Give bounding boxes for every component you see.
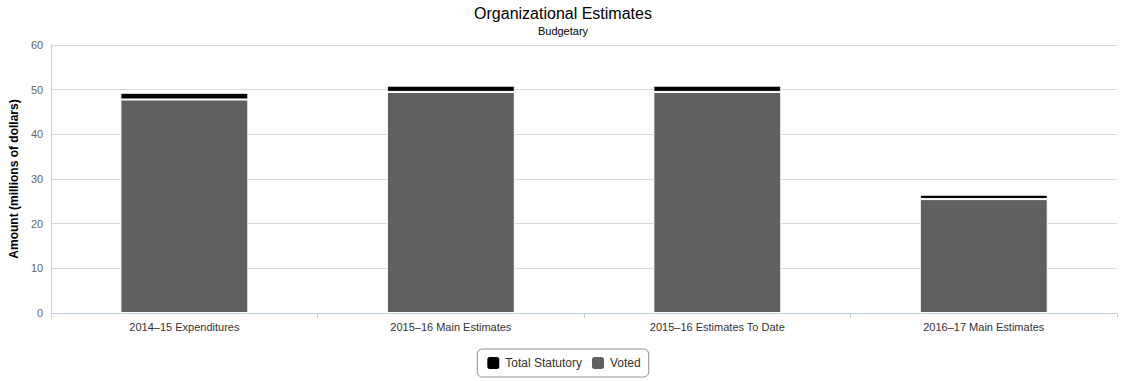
svg-text:20: 20 — [31, 218, 43, 230]
svg-text:2016–17 Main Estimates: 2016–17 Main Estimates — [923, 321, 1045, 333]
svg-text:Amount (millions of dollars): Amount (millions of dollars) — [7, 99, 21, 258]
svg-text:0: 0 — [37, 307, 43, 319]
svg-text:Organizational Estimates: Organizational Estimates — [474, 5, 652, 22]
svg-text:30: 30 — [31, 173, 43, 185]
svg-text:2014–15 Expenditures: 2014–15 Expenditures — [129, 321, 240, 333]
svg-text:Voted: Voted — [610, 356, 641, 370]
svg-text:2015–16 Estimates To Date: 2015–16 Estimates To Date — [650, 321, 785, 333]
svg-text:50: 50 — [31, 84, 43, 96]
svg-text:Total Statutory: Total Statutory — [505, 356, 582, 370]
svg-text:2015–16 Main Estimates: 2015–16 Main Estimates — [390, 321, 512, 333]
svg-text:40: 40 — [31, 128, 43, 140]
svg-text:Budgetary: Budgetary — [538, 25, 589, 37]
svg-text:10: 10 — [31, 262, 43, 274]
svg-text:60: 60 — [31, 39, 43, 51]
